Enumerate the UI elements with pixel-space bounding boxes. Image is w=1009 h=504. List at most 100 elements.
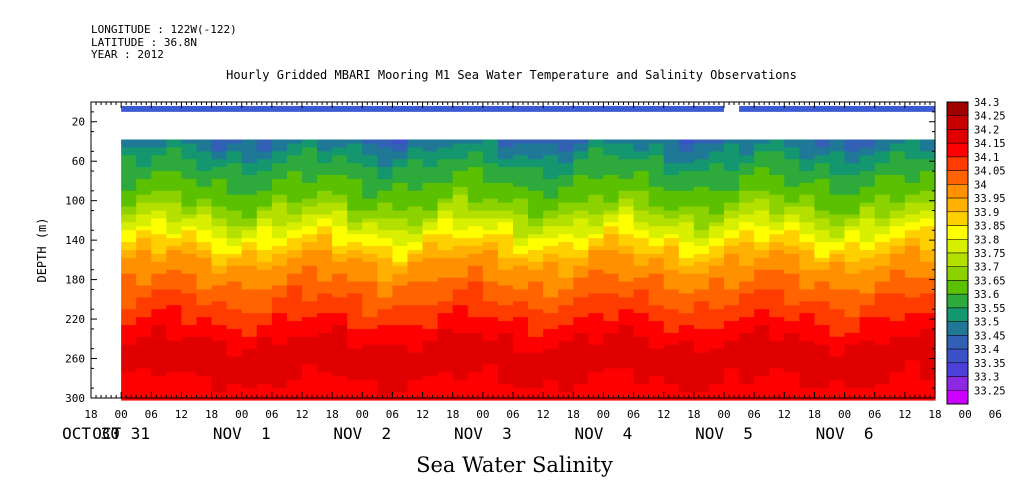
salinity-cell	[422, 234, 439, 239]
salinity-cell	[633, 313, 650, 318]
salinity-cell	[226, 167, 243, 172]
salinity-cell	[332, 218, 348, 223]
salinity-cell	[196, 305, 213, 310]
salinity-cell	[754, 340, 770, 346]
salinity-cell	[543, 143, 559, 148]
salinity-cell	[558, 305, 574, 310]
salinity-cell	[302, 230, 318, 235]
salinity-cell	[467, 226, 484, 231]
salinity-cell	[603, 250, 620, 255]
salinity-cell	[422, 167, 439, 172]
salinity-cell	[497, 226, 514, 231]
salinity-cell	[317, 147, 333, 152]
salinity-cell	[919, 289, 936, 295]
salinity-cell	[799, 352, 816, 358]
salinity-cell	[437, 289, 454, 295]
salinity-cell	[724, 328, 740, 334]
salinity-cell	[151, 261, 167, 267]
salinity-cell	[241, 388, 258, 393]
salinity-cell	[392, 246, 409, 251]
salinity-cell	[513, 269, 529, 275]
salinity-cell	[271, 285, 288, 291]
salinity-cell	[256, 388, 273, 393]
salinity-cell	[241, 147, 258, 152]
salinity-cell	[603, 139, 620, 145]
salinity-cell	[829, 242, 846, 247]
salinity-cell	[724, 257, 740, 263]
salinity-cell	[196, 328, 213, 334]
salinity-cell	[904, 380, 921, 385]
salinity-cell	[528, 151, 544, 156]
salinity-cell	[769, 159, 785, 164]
salinity-cell	[422, 218, 439, 223]
salinity-cell	[497, 143, 514, 148]
salinity-cell	[543, 155, 559, 160]
salinity-cell	[226, 313, 243, 318]
salinity-cell	[528, 392, 544, 397]
salinity-cell	[588, 285, 605, 291]
salinity-cell	[256, 178, 273, 184]
salinity-cell	[663, 380, 680, 385]
colorbar-swatch	[946, 321, 969, 336]
salinity-cell	[437, 321, 454, 326]
salinity-cell	[724, 313, 740, 318]
salinity-cell	[844, 194, 861, 200]
salinity-cell	[302, 285, 318, 291]
salinity-cell	[859, 321, 876, 326]
salinity-cell	[754, 238, 770, 243]
salinity-cell	[528, 332, 544, 338]
salinity-cell	[528, 190, 544, 196]
salinity-cell	[558, 147, 574, 152]
salinity-cell	[528, 289, 544, 295]
salinity-cell	[392, 206, 409, 212]
salinity-cell	[121, 222, 137, 227]
salinity-cell	[513, 368, 529, 373]
salinity-cell	[362, 309, 378, 314]
salinity-cell	[347, 392, 363, 397]
salinity-cell	[121, 210, 137, 216]
x-hour-label: 18	[205, 408, 218, 421]
salinity-cell	[467, 159, 484, 164]
salinity-cell	[497, 332, 514, 338]
salinity-cell	[784, 186, 800, 192]
salinity-cell	[437, 230, 454, 235]
salinity-cell	[362, 194, 378, 200]
salinity-cell	[558, 356, 574, 362]
salinity-cell	[889, 182, 906, 188]
salinity-cell	[196, 388, 213, 393]
salinity-cell	[814, 360, 831, 366]
salinity-cell	[513, 143, 529, 148]
salinity-cell	[648, 328, 665, 334]
salinity-cell	[919, 348, 936, 354]
salinity-cell	[543, 348, 559, 354]
salinity-cell	[377, 250, 394, 255]
salinity-cell	[226, 392, 243, 397]
salinity-cell	[271, 360, 288, 366]
salinity-cell	[497, 242, 514, 247]
salinity-cell	[603, 321, 620, 326]
salinity-cell	[513, 250, 529, 255]
salinity-cell	[859, 226, 876, 231]
salinity-cell	[844, 336, 861, 342]
salinity-cell	[603, 380, 620, 385]
salinity-cell	[166, 261, 183, 267]
salinity-cell	[769, 234, 785, 239]
salinity-cell	[528, 364, 544, 369]
salinity-cell	[844, 293, 861, 298]
salinity-cell	[422, 313, 439, 318]
salinity-cell	[392, 297, 409, 302]
salinity-cell	[181, 261, 198, 267]
salinity-cell	[663, 317, 680, 322]
x-hour-label: 12	[175, 408, 188, 421]
salinity-cell	[919, 360, 936, 366]
salinity-cell	[633, 250, 650, 255]
salinity-cell	[377, 289, 394, 295]
salinity-cell	[708, 336, 725, 342]
salinity-cell	[211, 348, 228, 354]
salinity-cell	[859, 317, 876, 322]
salinity-cell	[739, 171, 755, 176]
salinity-cell	[889, 285, 906, 291]
salinity-cell	[633, 190, 650, 196]
salinity-cell	[317, 336, 333, 342]
salinity-cell	[633, 293, 650, 298]
